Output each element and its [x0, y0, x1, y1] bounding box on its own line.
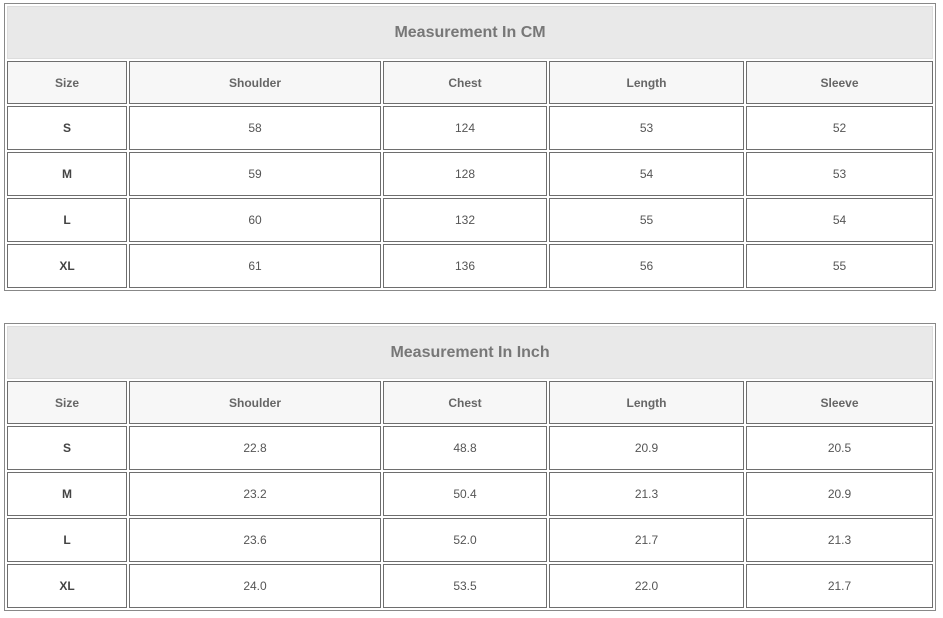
- value-cell: 132: [383, 198, 547, 242]
- table-row: S 22.8 48.8 20.9 20.5: [7, 426, 934, 470]
- value-cell: 50.4: [383, 472, 547, 516]
- value-cell: 53.5: [383, 564, 547, 608]
- table-row: L 60 132 55 54: [7, 198, 934, 242]
- value-cell: 54: [746, 198, 934, 242]
- size-cell: M: [7, 152, 127, 196]
- header-row: Size Shoulder Chest Length Sleeve: [7, 61, 934, 104]
- value-cell: 20.9: [549, 426, 744, 470]
- value-cell: 48.8: [383, 426, 547, 470]
- size-cell: S: [7, 106, 127, 150]
- measurement-table: Measurement In CM Size Shoulder Chest Length…: [5, 4, 935, 290]
- value-cell: 136: [383, 244, 547, 288]
- value-cell: 21.7: [549, 518, 744, 562]
- table-row: M 59 128 54 53: [7, 152, 934, 196]
- value-cell: 21.7: [746, 564, 934, 608]
- column-header: Shoulder: [129, 381, 381, 424]
- value-cell: 61: [129, 244, 381, 288]
- value-cell: 22.0: [549, 564, 744, 608]
- measurement-table: Measurement In Inch Size Shoulder Chest Leng…: [5, 324, 935, 610]
- size-cell: XL: [7, 564, 127, 608]
- column-header: Sleeve: [746, 61, 934, 104]
- column-header: Size: [7, 381, 127, 424]
- size-table-cm: Measurement In CM Size Shoulder Chest Length…: [4, 3, 936, 291]
- size-cell: L: [7, 198, 127, 242]
- table-title: Measurement In Inch: [7, 326, 934, 379]
- table-row: XL 61 136 56 55: [7, 244, 934, 288]
- column-header: Chest: [383, 381, 547, 424]
- column-header: Length: [549, 381, 744, 424]
- column-header: Size: [7, 61, 127, 104]
- size-table-inch: Measurement In Inch Size Shoulder Chest Leng…: [4, 323, 936, 611]
- value-cell: 52: [746, 106, 934, 150]
- value-cell: 22.8: [129, 426, 381, 470]
- value-cell: 60: [129, 198, 381, 242]
- table-title: Measurement In CM: [7, 6, 934, 59]
- value-cell: 53: [746, 152, 934, 196]
- value-cell: 24.0: [129, 564, 381, 608]
- value-cell: 59: [129, 152, 381, 196]
- value-cell: 20.9: [746, 472, 934, 516]
- size-cell: M: [7, 472, 127, 516]
- column-header: Sleeve: [746, 381, 934, 424]
- size-cell: XL: [7, 244, 127, 288]
- value-cell: 55: [746, 244, 934, 288]
- table-row: L 23.6 52.0 21.7 21.3: [7, 518, 934, 562]
- value-cell: 53: [549, 106, 744, 150]
- value-cell: 21.3: [549, 472, 744, 516]
- table-row: S 58 124 53 52: [7, 106, 934, 150]
- size-cell: S: [7, 426, 127, 470]
- column-header: Length: [549, 61, 744, 104]
- value-cell: 54: [549, 152, 744, 196]
- value-cell: 55: [549, 198, 744, 242]
- size-cell: L: [7, 518, 127, 562]
- column-header: Shoulder: [129, 61, 381, 104]
- value-cell: 21.3: [746, 518, 934, 562]
- column-header: Chest: [383, 61, 547, 104]
- value-cell: 128: [383, 152, 547, 196]
- value-cell: 20.5: [746, 426, 934, 470]
- value-cell: 23.2: [129, 472, 381, 516]
- value-cell: 58: [129, 106, 381, 150]
- value-cell: 52.0: [383, 518, 547, 562]
- table-row: M 23.2 50.4 21.3 20.9: [7, 472, 934, 516]
- table-row: XL 24.0 53.5 22.0 21.7: [7, 564, 934, 608]
- value-cell: 124: [383, 106, 547, 150]
- value-cell: 23.6: [129, 518, 381, 562]
- value-cell: 56: [549, 244, 744, 288]
- header-row: Size Shoulder Chest Length Sleeve: [7, 381, 934, 424]
